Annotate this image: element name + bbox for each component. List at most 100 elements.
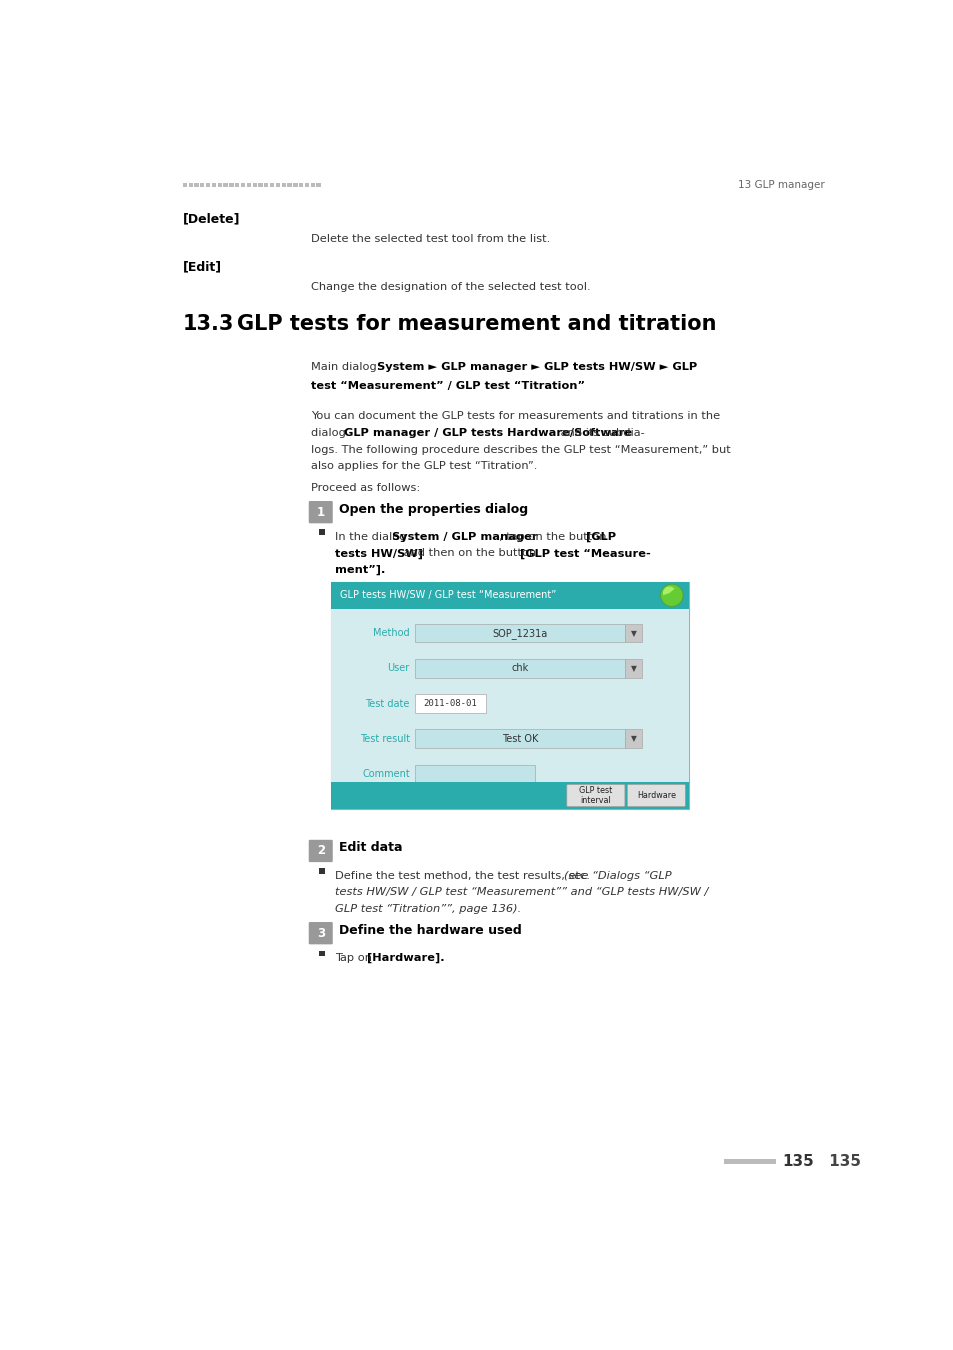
Text: dialog: dialog bbox=[311, 428, 350, 437]
Bar bbox=[241, 184, 245, 188]
Text: , tap on the button: , tap on the button bbox=[498, 532, 610, 541]
Bar bbox=[624, 625, 641, 643]
Text: Tap on: Tap on bbox=[335, 953, 375, 963]
Bar bbox=[316, 184, 320, 188]
Text: Main dialog:: Main dialog: bbox=[311, 362, 384, 373]
Bar bbox=[319, 529, 324, 535]
Bar bbox=[258, 184, 262, 188]
Bar bbox=[725, 1160, 729, 1164]
Text: Change the designation of the selected test tool.: Change the designation of the selected t… bbox=[311, 282, 591, 292]
Text: 13 GLP manager: 13 GLP manager bbox=[737, 180, 823, 190]
Text: In the dialog: In the dialog bbox=[335, 532, 410, 541]
Bar bbox=[298, 184, 303, 188]
Bar bbox=[740, 1160, 744, 1164]
Text: Edit data: Edit data bbox=[338, 841, 401, 855]
Text: 1: 1 bbox=[316, 506, 324, 518]
Text: [GLP test “Measure-: [GLP test “Measure- bbox=[519, 548, 650, 559]
Text: User: User bbox=[387, 663, 410, 674]
Bar bbox=[287, 184, 292, 188]
Text: test “Measurement” / GLP test “Titration”: test “Measurement” / GLP test “Titration… bbox=[311, 381, 585, 390]
Text: [Delete]: [Delete] bbox=[183, 212, 240, 225]
Bar bbox=[331, 609, 688, 809]
Text: chk: chk bbox=[511, 663, 528, 674]
Wedge shape bbox=[662, 586, 674, 595]
Bar bbox=[319, 868, 324, 873]
Text: Comment: Comment bbox=[362, 768, 410, 779]
Text: 13.3: 13.3 bbox=[183, 315, 233, 335]
Text: Define the test method, the test results, etc.: Define the test method, the test results… bbox=[335, 871, 593, 880]
Bar bbox=[311, 184, 314, 188]
FancyBboxPatch shape bbox=[309, 922, 333, 945]
Text: Define the hardware used: Define the hardware used bbox=[338, 923, 520, 937]
Text: System ► GLP manager ► GLP tests HW/SW ► GLP: System ► GLP manager ► GLP tests HW/SW ►… bbox=[376, 362, 696, 373]
Bar bbox=[331, 782, 688, 809]
Bar bbox=[624, 659, 641, 678]
Text: and then on the button: and then on the button bbox=[399, 548, 539, 559]
Text: [GLP: [GLP bbox=[585, 532, 616, 543]
Text: Test date: Test date bbox=[365, 698, 410, 709]
Bar bbox=[200, 184, 204, 188]
Bar bbox=[212, 184, 216, 188]
Bar bbox=[735, 1160, 739, 1164]
Text: GLP tests HW/SW / GLP test “Measurement”: GLP tests HW/SW / GLP test “Measurement” bbox=[340, 590, 556, 601]
Text: GLP test “Titration””, page 136).: GLP test “Titration””, page 136). bbox=[335, 903, 520, 914]
Text: GLP tests for measurement and titration: GLP tests for measurement and titration bbox=[236, 315, 716, 335]
Text: ▼: ▼ bbox=[630, 629, 636, 639]
Bar bbox=[319, 950, 324, 956]
Bar bbox=[194, 184, 198, 188]
FancyBboxPatch shape bbox=[309, 840, 333, 863]
Bar bbox=[737, 1160, 740, 1164]
Bar bbox=[415, 694, 485, 713]
Text: Delete the selected test tool from the list.: Delete the selected test tool from the l… bbox=[311, 234, 550, 243]
Text: GLP manager / GLP tests Hardware/Software: GLP manager / GLP tests Hardware/Softwar… bbox=[344, 428, 632, 437]
Text: Method: Method bbox=[373, 629, 410, 639]
Text: (see “Dialogs “GLP: (see “Dialogs “GLP bbox=[563, 871, 671, 880]
Text: ment”].: ment”]. bbox=[335, 564, 385, 575]
Bar bbox=[771, 1160, 776, 1164]
Text: ▼: ▼ bbox=[630, 734, 636, 743]
Text: tests HW/SW]: tests HW/SW] bbox=[335, 548, 422, 559]
Bar bbox=[281, 184, 286, 188]
Bar bbox=[223, 184, 228, 188]
Bar bbox=[731, 1160, 735, 1164]
Text: Proceed as follows:: Proceed as follows: bbox=[311, 483, 420, 493]
Text: 135: 135 bbox=[781, 1154, 813, 1169]
Text: Hardware: Hardware bbox=[637, 791, 675, 801]
Text: 2011-08-01: 2011-08-01 bbox=[423, 699, 476, 707]
Text: ▼: ▼ bbox=[630, 664, 636, 672]
Bar bbox=[748, 1160, 753, 1164]
Bar bbox=[754, 1160, 759, 1164]
FancyBboxPatch shape bbox=[566, 784, 624, 807]
Bar bbox=[331, 582, 688, 609]
Bar bbox=[729, 1160, 733, 1164]
Text: logs. The following procedure describes the GLP test “Measurement,” but: logs. The following procedure describes … bbox=[311, 444, 730, 455]
Bar bbox=[270, 184, 274, 188]
FancyBboxPatch shape bbox=[309, 501, 333, 524]
Bar bbox=[415, 729, 624, 748]
Text: Open the properties dialog: Open the properties dialog bbox=[338, 502, 527, 516]
Text: SOP_1231a: SOP_1231a bbox=[492, 628, 547, 639]
Bar bbox=[229, 184, 233, 188]
Bar bbox=[293, 184, 297, 188]
Bar bbox=[264, 184, 268, 188]
Bar bbox=[742, 1160, 746, 1164]
Text: 2: 2 bbox=[316, 845, 324, 857]
Bar bbox=[189, 184, 193, 188]
Text: and its subdia-: and its subdia- bbox=[557, 428, 644, 437]
Bar bbox=[415, 625, 624, 643]
Bar bbox=[723, 1160, 727, 1164]
Text: also applies for the GLP test “Titration”.: also applies for the GLP test “Titration… bbox=[311, 462, 537, 471]
Circle shape bbox=[659, 585, 682, 606]
Text: You can document the GLP tests for measurements and titrations in the: You can document the GLP tests for measu… bbox=[311, 412, 720, 421]
Bar bbox=[183, 184, 187, 188]
Bar bbox=[752, 1160, 757, 1164]
Bar bbox=[305, 184, 309, 188]
Text: [Edit]: [Edit] bbox=[183, 261, 222, 274]
FancyBboxPatch shape bbox=[627, 784, 684, 807]
Bar bbox=[760, 1160, 764, 1164]
Bar bbox=[765, 1160, 770, 1164]
Bar bbox=[217, 184, 222, 188]
Bar bbox=[247, 184, 251, 188]
Text: Test OK: Test OK bbox=[501, 733, 537, 744]
Bar bbox=[275, 184, 280, 188]
